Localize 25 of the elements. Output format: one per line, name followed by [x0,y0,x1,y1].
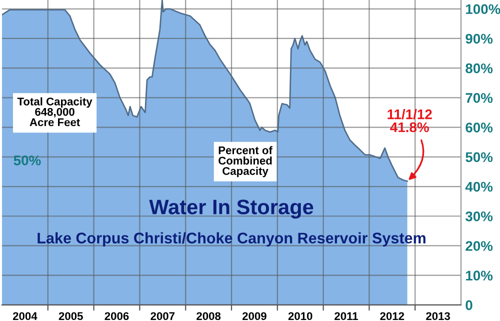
x-tick-label: 2013 [426,312,450,320]
x-tick-label: 2010 [288,312,312,320]
y-tick-label: 80% [466,63,493,74]
y-tick-label: 0 [466,300,472,310]
x-tick-label: 2011 [334,312,358,320]
x-tick-label: 2007 [150,312,175,320]
y-tick-label: 100% [466,4,500,14]
annotation: 11/1/12 41.8% [388,109,432,132]
y-tick-label: 70% [466,93,493,103]
annotation: 50% [14,156,41,166]
x-tick-label: 2006 [104,312,129,320]
x-tick-label: 2008 [196,312,221,320]
y-tick-label: 50% [466,152,493,162]
x-tick-label: 2012 [380,312,404,320]
y-tick-label: 10% [466,270,493,281]
x-tick-label: 2004 [12,312,38,320]
annotation: Total Capacity 648,000 Acre Feet [17,97,92,126]
y-tick-label: 20% [466,241,493,251]
x-tick-label: 2009 [242,312,266,320]
y-tick-label: 40% [465,182,493,192]
y-tick-label: 60% [466,122,493,132]
x-tick-label: 2005 [58,312,83,320]
annotation: Percent of Combined Capacity [218,146,272,178]
y-tick-label: 30% [465,211,493,222]
y-tick-label: 90% [466,34,493,44]
